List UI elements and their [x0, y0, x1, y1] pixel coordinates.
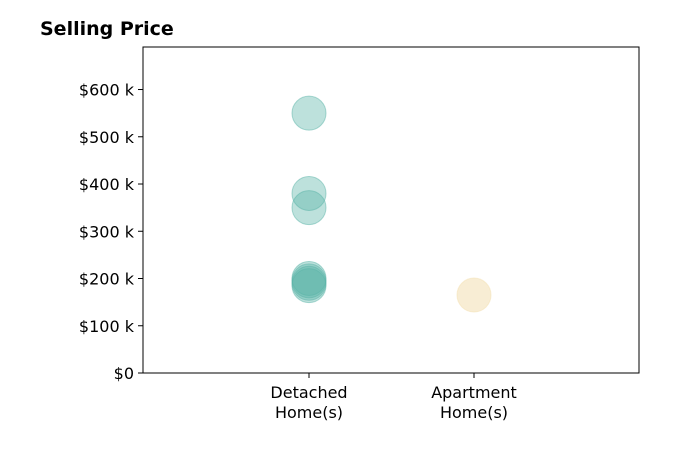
- y-tick-label: $100 k: [79, 317, 135, 336]
- y-tick-label: $500 k: [79, 128, 135, 147]
- data-points: [291, 95, 492, 313]
- x-tick-label: Apartment: [431, 383, 517, 402]
- chart-title: Selling Price: [40, 18, 174, 40]
- y-tick-label: $600 k: [79, 81, 135, 100]
- y-axis: $0 $100 k $200 k $300 k $400 k $500 k $600 k: [79, 81, 143, 383]
- x-tick-label: Home(s): [440, 403, 508, 422]
- y-tick-label: $200 k: [79, 270, 135, 289]
- x-tick-label: Detached: [270, 383, 347, 402]
- x-tick-label: Home(s): [275, 403, 343, 422]
- y-tick-label: $0: [114, 364, 134, 383]
- data-point: [456, 277, 492, 313]
- y-tick-label: $400 k: [79, 175, 135, 194]
- data-point: [291, 95, 327, 131]
- data-point: [291, 175, 327, 211]
- data-point: [291, 190, 327, 226]
- y-tick-label: $300 k: [79, 222, 135, 241]
- data-point: [291, 268, 327, 304]
- plot-area-frame: [142, 46, 640, 374]
